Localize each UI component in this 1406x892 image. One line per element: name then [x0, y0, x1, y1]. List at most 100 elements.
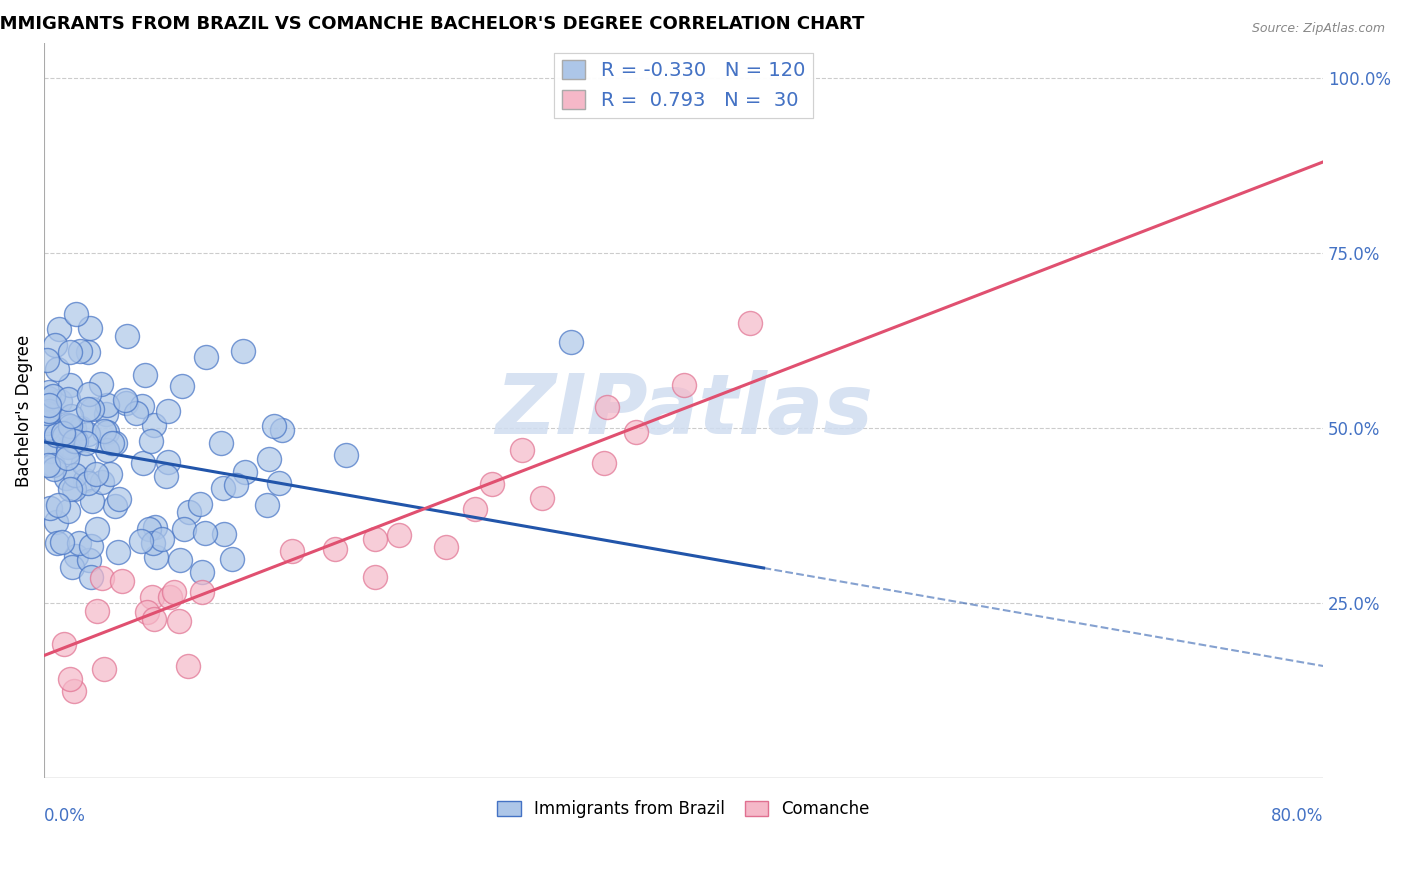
Point [65, 549, 87, 563]
Point [48, 393, 70, 408]
Point [82, 402, 104, 417]
Point [177, 505, 200, 519]
Point [80, 539, 103, 553]
Point [225, 478, 247, 492]
Point [624, 425, 647, 439]
Point [46, 498, 69, 512]
Point [86, 522, 108, 536]
Point [56, 445, 79, 459]
Point [212, 526, 235, 541]
Point [233, 465, 256, 479]
Point [67, 536, 90, 550]
Point [59, 419, 82, 434]
Point [65, 434, 87, 449]
Point [59, 672, 82, 686]
Point [169, 552, 191, 566]
Point [125, 407, 148, 421]
Point [76, 476, 98, 491]
Point [212, 481, 235, 495]
Point [364, 532, 387, 546]
Point [60, 423, 83, 437]
Point [46, 536, 69, 550]
Point [280, 543, 302, 558]
Text: ZIPatlas: ZIPatlas [495, 370, 873, 451]
Point [145, 550, 167, 565]
Point [53, 429, 76, 443]
Point [115, 328, 138, 343]
Point [323, 541, 346, 556]
Point [37, 353, 59, 368]
Point [56, 392, 79, 407]
Point [136, 605, 159, 619]
Point [159, 590, 181, 604]
Point [209, 435, 232, 450]
Point [191, 585, 214, 599]
Point [59, 377, 82, 392]
Point [738, 316, 761, 330]
Point [388, 528, 411, 542]
Point [63, 468, 86, 483]
Point [142, 536, 165, 550]
Point [84, 467, 107, 481]
Point [107, 545, 129, 559]
Text: Source: ZipAtlas.com: Source: ZipAtlas.com [1251, 22, 1385, 36]
Point [138, 522, 160, 536]
Point [271, 423, 294, 437]
Point [530, 491, 553, 505]
Point [194, 350, 217, 364]
Point [45, 362, 67, 376]
Point [37, 458, 59, 472]
Point [143, 417, 166, 432]
Point [134, 368, 156, 383]
Point [157, 455, 180, 469]
Point [42, 461, 65, 475]
Point [481, 477, 503, 491]
Point [142, 612, 165, 626]
Point [104, 500, 127, 514]
Point [104, 436, 127, 450]
Point [177, 659, 200, 673]
Point [42, 458, 65, 473]
Point [257, 452, 280, 467]
Point [60, 409, 83, 423]
Point [37, 416, 59, 430]
Point [155, 468, 177, 483]
Point [96, 398, 118, 412]
Point [93, 662, 115, 676]
Text: IMMIGRANTS FROM BRAZIL VS COMANCHE BACHELOR'S DEGREE CORRELATION CHART: IMMIGRANTS FROM BRAZIL VS COMANCHE BACHE… [0, 15, 865, 33]
Point [52, 425, 75, 440]
Point [111, 574, 134, 588]
Point [163, 585, 186, 599]
Point [269, 476, 291, 491]
Point [60, 560, 83, 574]
Point [592, 456, 614, 470]
Point [256, 498, 278, 512]
Point [62, 421, 84, 435]
Point [65, 307, 87, 321]
Point [169, 614, 191, 628]
Point [434, 540, 457, 554]
Point [41, 444, 63, 458]
Point [129, 534, 152, 549]
Point [91, 475, 114, 490]
Point [77, 402, 100, 417]
Point [63, 684, 86, 698]
Point [191, 565, 214, 579]
Point [37, 406, 59, 420]
Point [263, 418, 285, 433]
Point [96, 425, 118, 439]
Point [44, 338, 66, 352]
Point [38, 398, 60, 412]
Point [115, 396, 138, 410]
Point [101, 436, 124, 450]
Point [69, 343, 91, 358]
Point [38, 437, 60, 451]
Point [335, 448, 357, 462]
Point [93, 424, 115, 438]
Point [63, 482, 86, 496]
Point [59, 344, 82, 359]
Point [672, 378, 695, 392]
Point [560, 334, 582, 349]
Point [77, 387, 100, 401]
Point [41, 389, 63, 403]
